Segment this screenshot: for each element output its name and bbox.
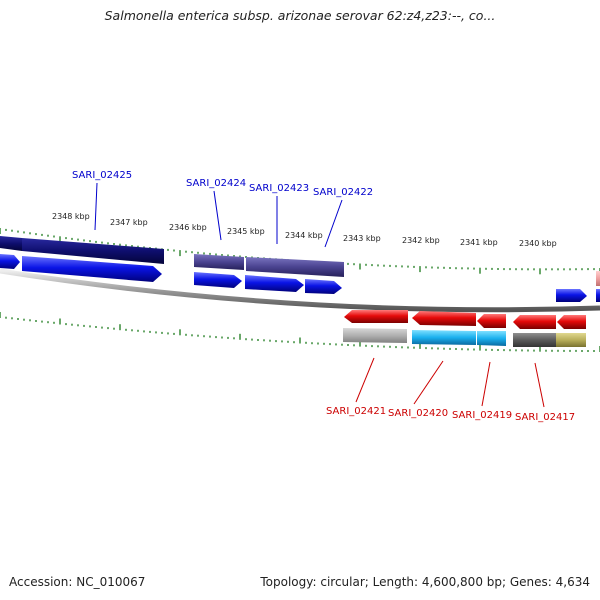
cog-segment [0, 236, 22, 251]
gene-label: SARI_02423 [249, 183, 309, 194]
gene-arrow [22, 256, 162, 282]
gene-arrow [344, 310, 408, 323]
gene-arrow [412, 311, 476, 326]
gene-label: SARI_02420 [388, 408, 448, 419]
cog-segment [556, 333, 586, 347]
inner-tick-ring [0, 312, 600, 352]
gene-arrow [245, 275, 304, 292]
cog-segment [22, 238, 164, 264]
gene-arrow [305, 279, 342, 294]
outer-tick-ring [0, 228, 600, 275]
leader-line [94, 182, 98, 231]
reverse-strand-genes [344, 310, 586, 329]
scale-label: 2344 kbp [285, 231, 323, 240]
gene-arrow [513, 315, 556, 329]
genome-backbone [0, 268, 600, 313]
leader-line [324, 199, 343, 248]
cog-segment [343, 328, 407, 343]
gene-label: SARI_02424 [186, 178, 246, 189]
reverse-cog-band [343, 328, 586, 347]
cog-segment [513, 333, 556, 347]
cog-segment [596, 271, 600, 286]
leader-line [213, 190, 222, 241]
forward-strand-genes [0, 254, 600, 302]
scale-label: 2342 kbp [402, 236, 440, 245]
leader-line [355, 357, 375, 403]
gene-label: SARI_02417 [515, 412, 575, 423]
scale-label: 2340 kbp [519, 239, 557, 248]
leader-line [481, 361, 491, 407]
gene-label: SARI_02419 [452, 410, 512, 421]
leader-line [534, 362, 545, 408]
gene-label: SARI_02425 [72, 170, 132, 181]
gene-arrow [557, 315, 586, 329]
scale-label: 2346 kbp [169, 223, 207, 232]
gene-arrow [556, 289, 587, 302]
genome-stats: Topology: circular; Length: 4,600,800 bp… [260, 575, 590, 589]
accession-label: Accession: NC_010067 [9, 575, 146, 589]
cog-segment [412, 330, 476, 345]
cog-segment [477, 331, 506, 346]
scale-label: 2348 kbp [52, 212, 90, 221]
scale-labels: 2348 kbp 2347 kbp 2346 kbp 2345 kbp 2344… [52, 212, 557, 248]
gene-label: SARI_02421 [326, 406, 386, 417]
scale-label: 2343 kbp [343, 234, 381, 243]
reverse-leader-lines [355, 357, 545, 408]
leader-line [413, 360, 444, 405]
gene-arrow [194, 272, 242, 288]
gene-arrow [0, 254, 20, 269]
reverse-gene-labels: SARI_02421 SARI_02420 SARI_02419 SARI_02… [326, 406, 575, 423]
cog-segment [246, 257, 344, 277]
gene-arrow [596, 289, 600, 302]
scale-label: 2341 kbp [460, 238, 498, 247]
cog-segment [194, 254, 244, 270]
genome-title: Salmonella enterica subsp. arizonae sero… [104, 8, 496, 23]
forward-gene-labels: SARI_02425 SARI_02424 SARI_02423 SARI_02… [72, 170, 373, 198]
scale-label: 2345 kbp [227, 227, 265, 236]
gene-arrow [477, 314, 506, 328]
scale-label: 2347 kbp [110, 218, 148, 227]
gene-label: SARI_02422 [313, 187, 373, 198]
forward-cog-band [0, 236, 600, 286]
forward-leader-lines [94, 182, 343, 248]
